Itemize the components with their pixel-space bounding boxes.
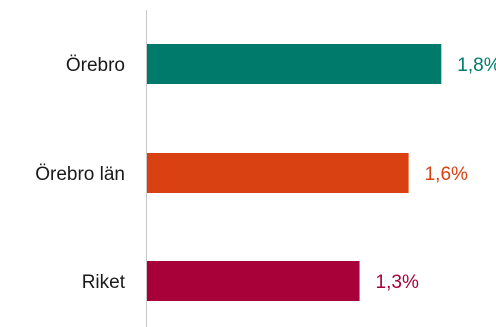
value-label-1: 1,6% xyxy=(425,164,468,185)
value-label-2: 1,3% xyxy=(376,272,419,293)
category-label-2: Riket xyxy=(82,272,126,293)
bars-group: Örebro 1,8% Örebro län 1,6% Riket 1,3% xyxy=(35,44,496,301)
bar-2 xyxy=(147,261,360,301)
bar-1 xyxy=(147,153,409,193)
value-label-0: 1,8% xyxy=(457,55,496,76)
bar-0 xyxy=(147,44,442,84)
category-label-1: Örebro län xyxy=(35,164,125,185)
category-label-0: Örebro xyxy=(66,55,125,76)
